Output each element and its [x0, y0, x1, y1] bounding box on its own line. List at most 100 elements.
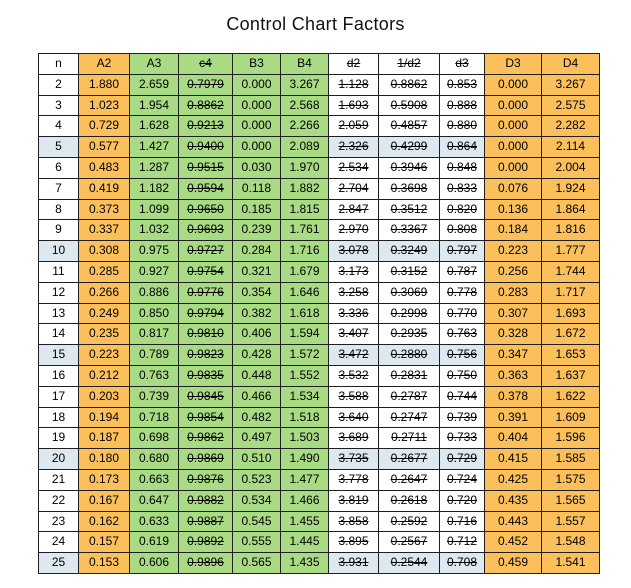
cell-n: 18 — [38, 406, 79, 429]
table-header: n A2 A3 c4 B3 B4 d2 1/d2 d3 D3 D4 — [38, 53, 600, 75]
table-body: 2 1.880 2.659 0.7979 0.000 3.267 1.128 0.8862 0.… — [38, 73, 600, 574]
cell-b3: 0.448 — [232, 364, 281, 387]
cell-1-d2: 0.4299 — [378, 136, 440, 158]
cell-b4: 1.435 — [280, 552, 329, 574]
cell-d4: 1.596 — [541, 427, 600, 450]
cell-1-d2: 0.3249 — [378, 240, 440, 262]
cell-d3: 0.307 — [484, 302, 542, 325]
col-header-n: n — [38, 53, 79, 75]
cell-d2: 2.704 — [328, 177, 379, 200]
cell-1-d2: 0.2592 — [378, 510, 440, 533]
cell-1-d2: 0.2787 — [378, 385, 440, 408]
cell-c4: 0.8862 — [178, 94, 233, 117]
cell-d3: 0.733 — [439, 427, 485, 450]
cell-n: 17 — [38, 385, 79, 408]
cell-d4: 2.282 — [541, 115, 600, 138]
cell-n: 19 — [38, 427, 79, 450]
table-row: 19 0.187 0.698 0.9862 0.497 1.503 3.689 0.2711 0… — [38, 427, 600, 450]
col-header-a2: A2 — [78, 53, 130, 75]
cell-d4: 1.672 — [541, 323, 600, 346]
cell-a3: 0.886 — [129, 281, 179, 304]
col-header-b3: B3 — [232, 53, 281, 75]
cell-b4: 1.594 — [280, 323, 329, 346]
cell-b3: 0.510 — [232, 448, 281, 470]
table-row: 12 0.266 0.886 0.9776 0.354 1.646 3.258 0.3069 0… — [38, 281, 600, 304]
cell-b4: 1.518 — [280, 406, 329, 429]
cell-d4: 1.816 — [541, 219, 600, 242]
header-row: n A2 A3 c4 B3 B4 d2 1/d2 d3 D3 D4 — [38, 53, 600, 75]
cell-d3: 0.000 — [484, 156, 542, 179]
table-row: 25 0.153 0.606 0.9896 0.565 1.435 3.931 0.2544 0… — [38, 552, 600, 574]
cell-n: 2 — [38, 73, 79, 96]
table-row: 7 0.419 1.182 0.9594 0.118 1.882 2.704 0.3698 0.… — [38, 177, 600, 200]
cell-n: 6 — [38, 156, 79, 179]
cell-b3: 0.321 — [232, 260, 281, 283]
cell-1-d2: 0.3512 — [378, 198, 440, 221]
cell-d2: 2.059 — [328, 115, 379, 138]
cell-1-d2: 0.2677 — [378, 448, 440, 470]
cell-a3: 2.659 — [129, 73, 179, 96]
control-chart-factors-table: n A2 A3 c4 B3 B4 d2 1/d2 d3 D3 D4 2 1.880 2.659 0.797… — [38, 53, 600, 574]
cell-d2: 3.931 — [328, 552, 379, 574]
cell-d2: 3.778 — [328, 468, 379, 491]
col-header-b4: B4 — [280, 53, 329, 75]
cell-b3: 0.497 — [232, 427, 281, 450]
cell-1-d2: 0.2998 — [378, 302, 440, 325]
cell-n: 15 — [38, 344, 79, 366]
table-row: 3 1.023 1.954 0.8862 0.000 2.568 1.693 0.5908 0.… — [38, 94, 600, 117]
cell-d3: 0.404 — [484, 427, 542, 450]
cell-c4: 0.9727 — [178, 240, 233, 262]
cell-a3: 0.927 — [129, 260, 179, 283]
cell-d3: 0.787 — [439, 260, 485, 283]
col-header-d2: d2 — [328, 53, 379, 75]
cell-d3: 0.724 — [439, 468, 485, 491]
cell-c4: 0.9213 — [178, 115, 233, 138]
cell-c4: 0.9823 — [178, 344, 233, 366]
cell-b3: 0.534 — [232, 489, 281, 512]
cell-b4: 3.267 — [280, 73, 329, 96]
cell-c4: 0.9892 — [178, 531, 233, 554]
cell-c4: 0.9810 — [178, 323, 233, 346]
table-row: 4 0.729 1.628 0.9213 0.000 2.266 2.059 0.4857 0.… — [38, 115, 600, 138]
cell-1-d2: 0.2880 — [378, 344, 440, 366]
table-row: 8 0.373 1.099 0.9650 0.185 1.815 2.847 0.3512 0.… — [38, 198, 600, 221]
cell-d3: 0.256 — [484, 260, 542, 283]
cell-a3: 0.647 — [129, 489, 179, 512]
cell-d3: 0.415 — [484, 448, 542, 470]
cell-c4: 0.9776 — [178, 281, 233, 304]
table-row: 20 0.180 0.680 0.9869 0.510 1.490 3.735 0.2677 0… — [38, 448, 600, 470]
table-row: 22 0.167 0.647 0.9882 0.534 1.466 3.819 0.2618 0… — [38, 489, 600, 512]
cell-a3: 0.817 — [129, 323, 179, 346]
cell-a3: 1.099 — [129, 198, 179, 221]
cell-d2: 3.407 — [328, 323, 379, 346]
cell-a2: 0.577 — [78, 136, 130, 158]
cell-c4: 0.9835 — [178, 364, 233, 387]
cell-d3: 0.888 — [439, 94, 485, 117]
cell-d3: 0.864 — [439, 136, 485, 158]
cell-b3: 0.545 — [232, 510, 281, 533]
cell-d3: 0.223 — [484, 240, 542, 262]
cell-d3: 0.459 — [484, 552, 542, 574]
cell-a3: 1.182 — [129, 177, 179, 200]
cell-d2: 3.472 — [328, 344, 379, 366]
cell-b4: 1.503 — [280, 427, 329, 450]
cell-d4: 1.609 — [541, 406, 600, 429]
cell-d2: 1.693 — [328, 94, 379, 117]
cell-d3: 0.363 — [484, 364, 542, 387]
cell-d2: 1.128 — [328, 73, 379, 96]
cell-d3: 0.770 — [439, 302, 485, 325]
cell-d3: 0.076 — [484, 177, 542, 200]
cell-d4: 2.575 — [541, 94, 600, 117]
cell-d4: 1.548 — [541, 531, 600, 554]
cell-d4: 1.924 — [541, 177, 600, 200]
cell-n: 4 — [38, 115, 79, 138]
cell-c4: 0.7979 — [178, 73, 233, 96]
cell-a3: 0.763 — [129, 364, 179, 387]
cell-n: 12 — [38, 281, 79, 304]
cell-c4: 0.9754 — [178, 260, 233, 283]
cell-d3: 0.452 — [484, 531, 542, 554]
cell-b3: 0.239 — [232, 219, 281, 242]
cell-a3: 1.628 — [129, 115, 179, 138]
cell-d2: 2.847 — [328, 198, 379, 221]
